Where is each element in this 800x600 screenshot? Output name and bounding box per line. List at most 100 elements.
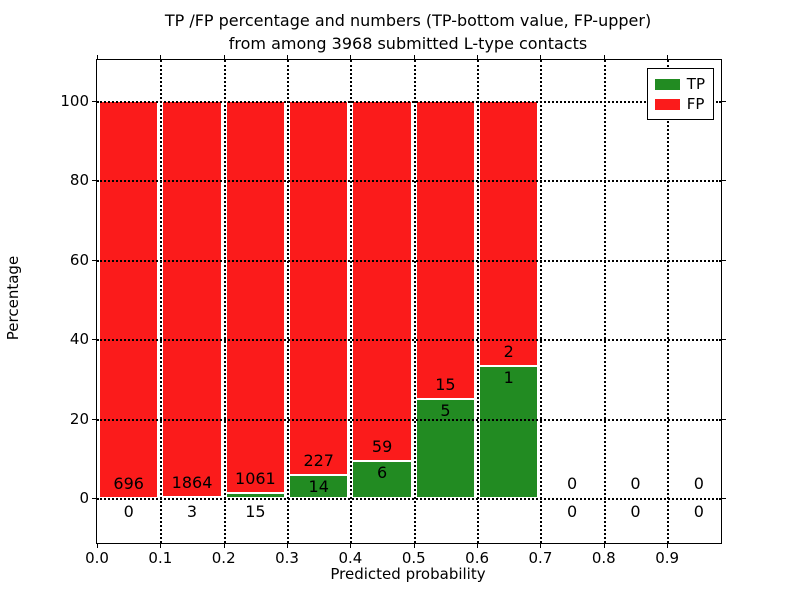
y-tick-label: 40 xyxy=(69,330,89,349)
y-tick-mark xyxy=(92,100,97,102)
y-tick-mark-right xyxy=(721,259,726,261)
x-tick-mark xyxy=(160,543,162,548)
x-tick-mark xyxy=(413,543,415,548)
bar-segment-fp xyxy=(162,100,222,498)
legend-swatch-tp-icon xyxy=(654,78,680,90)
gridline-vertical xyxy=(223,60,226,543)
x-tick-mark xyxy=(667,543,669,548)
annotation-tp-count: 6 xyxy=(376,463,388,483)
annotation-fp-count: 0 xyxy=(567,474,578,494)
legend-label-tp: TP xyxy=(686,75,705,93)
bar-segment-tp xyxy=(352,461,412,499)
gridline-horizontal xyxy=(97,180,721,183)
x-tick-mark-top xyxy=(667,55,669,60)
y-tick-mark xyxy=(92,180,97,182)
x-tick-mark-top xyxy=(223,55,225,60)
bar-segment-fp xyxy=(99,100,159,499)
y-axis-label: Percentage xyxy=(4,255,22,341)
annotation-tp-count: 0 xyxy=(123,502,134,522)
gridline-vertical xyxy=(540,60,543,543)
x-tick-mark-top xyxy=(160,55,162,60)
legend-item-tp: TP xyxy=(654,74,705,94)
annotation-tp-count: 5 xyxy=(440,400,451,420)
gridline-vertical xyxy=(287,60,290,543)
x-tick-mark xyxy=(477,543,479,548)
plot-area: TP FP 0.0 0.1 0.2 0.3 0.4 0.5 0.6 0.7 0.8 0.9 0 20 4… xyxy=(60,55,726,567)
x-tick-mark-top xyxy=(603,55,605,60)
gridline-horizontal xyxy=(97,418,721,421)
bar-segment-tp xyxy=(289,475,349,499)
y-tick-mark xyxy=(92,259,97,261)
legend: TP FP xyxy=(646,68,714,120)
annotation-tp-count: 0 xyxy=(693,502,704,522)
bar-segment-fp xyxy=(415,100,476,399)
x-tick-mark-top xyxy=(477,55,479,60)
gridline-horizontal xyxy=(97,259,721,262)
annotation-fp-count: 59 xyxy=(371,437,393,457)
annotation-fp-count: 227 xyxy=(303,451,334,471)
gridline-vertical xyxy=(413,60,416,543)
x-tick-mark xyxy=(223,543,225,548)
legend-swatch-fp-icon xyxy=(654,98,680,110)
x-tick-mark-top xyxy=(540,55,542,60)
gridline-vertical xyxy=(350,60,353,543)
x-tick-mark xyxy=(603,543,605,548)
y-tick-mark-right xyxy=(721,100,726,102)
y-tick-label: 60 xyxy=(69,250,89,269)
y-tick-label: 0 xyxy=(79,489,89,508)
annotation-tp-count: 1 xyxy=(503,367,514,387)
x-tick-label: 0.6 xyxy=(465,549,490,567)
annotation-tp-count: 0 xyxy=(630,502,641,522)
annotation-tp-count: 14 xyxy=(308,477,329,497)
gridline-horizontal xyxy=(97,100,721,103)
y-tick-label: 20 xyxy=(69,409,89,428)
gridline-horizontal xyxy=(97,498,721,501)
gridline-vertical xyxy=(667,60,670,543)
chart-title-line2: from among 3968 submitted L-type contact… xyxy=(228,34,588,53)
chart-title-line1: TP /FP percentage and numbers (TP-bottom… xyxy=(164,11,652,30)
annotation-fp-count: 15 xyxy=(435,374,456,394)
y-tick-mark-right xyxy=(721,498,726,500)
x-tick-mark xyxy=(540,543,542,548)
x-tick-mark xyxy=(97,543,98,548)
annotation-tp-count: 3 xyxy=(186,502,198,522)
gridline-vertical xyxy=(160,60,163,543)
y-tick-mark-right xyxy=(721,418,726,420)
legend-item-fp: FP xyxy=(654,94,705,114)
bar-segment-fp xyxy=(225,100,286,493)
x-tick-label: 0.4 xyxy=(338,549,363,567)
y-tick-mark xyxy=(92,498,97,500)
x-tick-label: 0.7 xyxy=(528,549,553,567)
y-tick-mark xyxy=(92,339,97,341)
annotation-fp-count: 696 xyxy=(113,474,144,494)
annotation-fp-count: 1061 xyxy=(235,468,276,488)
bar-segment-tp xyxy=(225,492,286,499)
gridline-vertical xyxy=(603,60,606,543)
x-tick-mark-top xyxy=(350,55,352,60)
x-tick-label: 0.9 xyxy=(655,549,680,567)
x-tick-label: 0.0 xyxy=(85,549,109,567)
x-tick-mark-top xyxy=(97,55,98,60)
legend-label-fp: FP xyxy=(686,95,705,113)
bar-segment-fp xyxy=(352,100,412,462)
annotation-tp-count: 0 xyxy=(567,502,578,522)
annotation-fp-count: 0 xyxy=(630,474,641,494)
x-tick-label: 0.3 xyxy=(275,549,299,567)
annotation-tp-count: 15 xyxy=(245,502,266,522)
annotation-fp-count: 0 xyxy=(693,474,704,494)
bar-segment-fp xyxy=(289,100,349,476)
x-tick-mark-top xyxy=(413,55,415,60)
y-tick-mark xyxy=(92,418,97,420)
annotation-fp-count: 2 xyxy=(503,341,514,361)
gridline-vertical xyxy=(477,60,480,543)
x-tick-label: 0.2 xyxy=(211,549,236,567)
x-tick-label: 0.1 xyxy=(148,549,173,567)
bar-segment-fp xyxy=(479,100,539,366)
bar-segment-tp xyxy=(415,398,476,499)
y-tick-mark-right xyxy=(721,180,726,182)
x-tick-mark xyxy=(287,543,289,548)
annotation-fp-count: 1864 xyxy=(171,473,213,493)
x-tick-label: 0.5 xyxy=(401,549,426,567)
x-tick-mark xyxy=(350,543,352,548)
